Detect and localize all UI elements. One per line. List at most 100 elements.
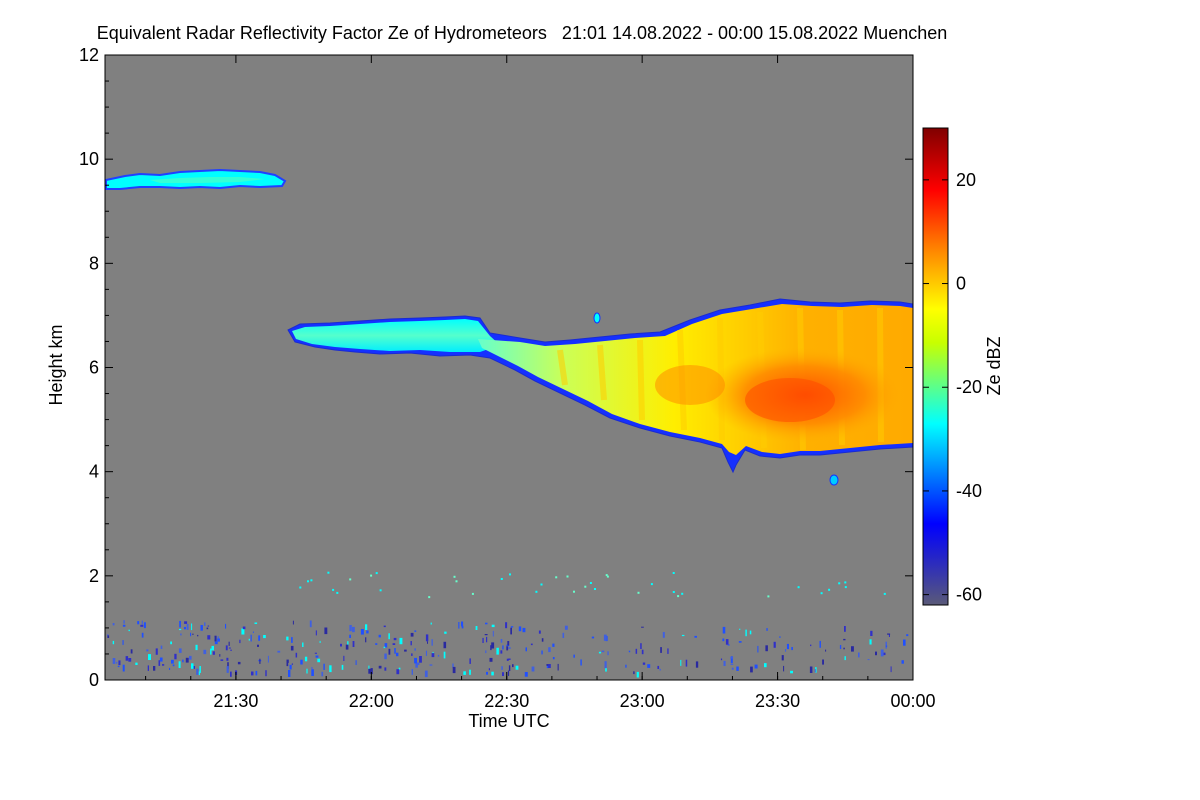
clutter-speck xyxy=(672,591,675,593)
clutter-speck xyxy=(887,633,891,635)
clutter-speck xyxy=(535,590,538,593)
clutter-speck xyxy=(452,663,454,668)
clutter-speck xyxy=(383,646,386,649)
clutter-speck xyxy=(452,666,456,674)
clutter-speck xyxy=(779,636,781,638)
clutter-speck xyxy=(490,645,492,651)
clutter-speck xyxy=(810,644,812,647)
clutter-speck xyxy=(360,629,364,635)
clutter-speck xyxy=(458,622,460,629)
clutter-speck xyxy=(384,653,387,660)
clutter-speck xyxy=(345,644,349,650)
clutter-speck xyxy=(170,641,172,645)
mid-level-cloud xyxy=(292,319,500,352)
clutter-speck xyxy=(349,578,352,581)
clutter-speck xyxy=(425,634,429,642)
clutter-speck xyxy=(518,626,522,632)
clutter-speck xyxy=(607,651,609,656)
clutter-speck xyxy=(324,627,328,635)
clutter-speck xyxy=(781,655,784,661)
clutter-speck xyxy=(323,663,325,670)
clutter-speck xyxy=(790,670,793,674)
clutter-speck xyxy=(730,656,734,659)
clutter-speck xyxy=(541,638,544,642)
clutter-speck xyxy=(636,671,639,678)
clutter-speck xyxy=(677,595,680,598)
clutter-speck xyxy=(598,651,602,654)
clutter-speck xyxy=(883,652,886,656)
clutter-speck xyxy=(417,662,420,665)
x-tick-label: 21:30 xyxy=(213,691,258,711)
clutter-speck xyxy=(186,624,189,630)
clutter-speck xyxy=(628,650,631,653)
clutter-speck xyxy=(727,644,730,646)
colorbar-tick-label: 20 xyxy=(956,170,976,190)
clutter-speck xyxy=(112,658,116,664)
clutter-speck xyxy=(725,639,729,645)
clutter-speck xyxy=(564,625,568,630)
clutter-speck xyxy=(754,664,758,669)
clutter-speck xyxy=(155,648,158,655)
clutter-speck xyxy=(429,664,433,666)
clutter-speck xyxy=(178,648,182,653)
x-axis-label: Time UTC xyxy=(468,711,549,731)
clutter-speck xyxy=(411,653,413,656)
clutter-speck xyxy=(248,638,250,641)
clutter-speck xyxy=(432,651,434,654)
x-tick-label: 23:30 xyxy=(755,691,800,711)
clutter-speck xyxy=(500,578,503,580)
clutter-speck xyxy=(738,641,742,643)
clutter-speck xyxy=(162,664,165,666)
clutter-speck xyxy=(398,667,401,670)
y-tick-label: 6 xyxy=(89,358,99,378)
y-axis-label: Height km xyxy=(46,324,66,405)
clutter-speck xyxy=(605,668,607,672)
clutter-speck xyxy=(757,645,759,653)
clutter-speck xyxy=(431,639,433,646)
clutter-speck xyxy=(112,640,115,645)
clutter-speck xyxy=(327,571,330,574)
clutter-speck xyxy=(204,622,206,626)
clutter-speck xyxy=(736,666,739,671)
clutter-speck xyxy=(258,635,261,641)
clutter-speck xyxy=(225,623,227,629)
clutter-speck xyxy=(375,643,378,645)
clutter-speck xyxy=(286,659,289,663)
clutter-speck xyxy=(230,671,232,677)
clutter-speck xyxy=(505,622,508,629)
clutter-speck xyxy=(310,667,313,669)
clutter-speck xyxy=(785,649,787,652)
clutter-speck xyxy=(191,623,193,631)
clutter-speck xyxy=(901,660,904,664)
clutter-speck xyxy=(192,633,194,635)
clutter-speck xyxy=(722,626,726,634)
clutter-speck xyxy=(291,663,293,665)
clutter-speck xyxy=(471,592,474,595)
clutter-speck xyxy=(548,664,551,668)
clutter-speck xyxy=(461,621,464,627)
clutter-speck xyxy=(309,620,312,628)
clutter-speck xyxy=(140,624,144,627)
clutter-speck xyxy=(723,660,726,666)
colorbar xyxy=(922,127,949,606)
clutter-speck xyxy=(507,670,510,676)
clutter-speck xyxy=(485,622,488,625)
x-tick-label: 23:00 xyxy=(620,691,665,711)
clutter-speck xyxy=(295,652,298,658)
clutter-speck xyxy=(210,648,212,655)
colorbar-tick-label: -60 xyxy=(956,585,982,605)
clutter-speck xyxy=(443,651,446,659)
clutter-speck xyxy=(485,650,487,654)
clutter-speck xyxy=(225,645,228,651)
reflectivity-core-inner xyxy=(745,378,835,422)
colorbar-label: Ze dBZ xyxy=(984,336,1004,395)
clutter-speck xyxy=(606,575,609,578)
clutter-speck xyxy=(635,648,638,654)
clutter-speck xyxy=(875,651,877,656)
clutter-speck xyxy=(227,662,229,669)
clutter-speck xyxy=(496,647,499,655)
clutter-speck xyxy=(825,649,827,652)
clutter-speck xyxy=(637,591,640,594)
clutter-speck xyxy=(672,572,675,574)
clutter-speck xyxy=(524,672,528,677)
